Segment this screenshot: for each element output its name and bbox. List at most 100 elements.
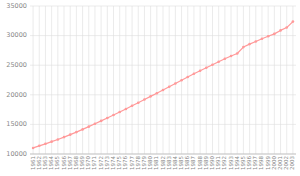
x-tick-label: 1973 (104, 156, 110, 170)
data-point (57, 138, 60, 141)
data-point (236, 52, 239, 55)
x-grid-line (76, 6, 77, 154)
x-grid-line (200, 6, 201, 154)
x-grid-line (268, 6, 269, 154)
x-tick-label: 1986 (184, 156, 190, 170)
x-tick-label: 1996 (246, 156, 252, 170)
tick-labels: 1000015000200002500030000350001961196219… (6, 2, 295, 170)
x-tick-label: 1977 (129, 156, 135, 170)
x-tick-label: 2003 (289, 156, 295, 170)
y-tick-label: 20000 (6, 91, 27, 99)
data-point (137, 101, 140, 104)
x-tick-label: 1983 (166, 156, 172, 170)
data-point (279, 29, 282, 32)
x-grid-line (125, 6, 126, 154)
x-tick-label: 1994 (234, 156, 240, 170)
x-grid-line (212, 6, 213, 154)
data-point (118, 111, 121, 114)
data-point (267, 35, 270, 38)
x-tick-label: 1972 (98, 156, 104, 170)
data-point (162, 89, 165, 92)
data-point (32, 147, 35, 150)
x-tick-label: 1978 (135, 156, 141, 170)
x-grid-line (138, 6, 139, 154)
data-point (285, 26, 288, 29)
x-grid-line (286, 6, 287, 154)
data-point (156, 92, 159, 95)
x-tick-label: 2001 (277, 156, 283, 170)
x-tick-label: 1975 (116, 156, 122, 170)
x-tick-label: 1961 (30, 156, 36, 170)
data-point (211, 63, 214, 66)
x-tick-label: 1962 (36, 156, 42, 170)
x-tick-label: 1999 (265, 156, 271, 170)
x-grid-line (132, 6, 133, 154)
x-tick-label: 1989 (203, 156, 209, 170)
x-tick-label: 1991 (215, 156, 221, 170)
x-grid-line (82, 6, 83, 154)
x-tick-label: 1988 (197, 156, 203, 170)
x-grid-line (237, 6, 238, 154)
x-tick-label: 1995 (240, 156, 246, 170)
x-tick-label: 1985 (178, 156, 184, 170)
data-point (230, 55, 233, 58)
data-point (292, 20, 295, 23)
x-tick-label: 1993 (228, 156, 234, 170)
data-point (106, 117, 109, 120)
x-grid-line (280, 6, 281, 154)
x-tick-label: 2002 (283, 156, 289, 170)
x-grid-line (169, 6, 170, 154)
chart: 1000015000200002500030000350001961196219… (0, 0, 300, 176)
x-tick-label: 1997 (252, 156, 258, 170)
data-point (199, 69, 202, 72)
x-grid-line (150, 6, 151, 154)
data-point (75, 131, 78, 134)
x-tick-label: 1992 (221, 156, 227, 170)
x-grid-line (70, 6, 71, 154)
x-grid-line (218, 6, 219, 154)
x-grid-line (187, 6, 188, 154)
x-tick-label: 1987 (190, 156, 196, 170)
x-grid-line (206, 6, 207, 154)
x-grid-line (255, 6, 256, 154)
data-point (149, 95, 152, 98)
data-point (44, 143, 47, 146)
data-point (38, 145, 41, 148)
x-tick-label: 1970 (85, 156, 91, 170)
x-grid-line (181, 6, 182, 154)
x-grid-line (156, 6, 157, 154)
x-grid-line (88, 6, 89, 154)
x-tick-label: 1969 (79, 156, 85, 170)
x-grid-line (261, 6, 262, 154)
x-grid-line (175, 6, 176, 154)
data-point (81, 128, 84, 131)
x-grid-line (119, 6, 120, 154)
x-grid-line (45, 6, 46, 154)
data-point (131, 105, 134, 108)
data-point (174, 82, 177, 85)
x-tick-label: 1979 (141, 156, 147, 170)
data-point (94, 122, 97, 125)
x-grid-line (94, 6, 95, 154)
x-grid-line (249, 6, 250, 154)
x-tick-label: 1984 (172, 156, 178, 170)
data-point (248, 43, 251, 46)
x-tick-label: 2000 (271, 156, 277, 170)
data-point (125, 108, 128, 111)
x-tick-label: 1963 (42, 156, 48, 170)
data-point (217, 60, 220, 63)
x-tick-label: 1998 (258, 156, 264, 170)
plot-area (32, 20, 294, 149)
x-grid-line (163, 6, 164, 154)
x-tick-label: 1967 (67, 156, 73, 170)
x-grid-line (231, 6, 232, 154)
data-point (87, 125, 90, 128)
data-point (242, 46, 245, 49)
x-grid-line (101, 6, 102, 154)
data-point (186, 76, 189, 79)
data-point (63, 136, 66, 139)
x-tick-label: 1964 (48, 156, 54, 170)
x-grid-line (224, 6, 225, 154)
x-grid-line (33, 6, 34, 154)
data-point (143, 98, 146, 101)
